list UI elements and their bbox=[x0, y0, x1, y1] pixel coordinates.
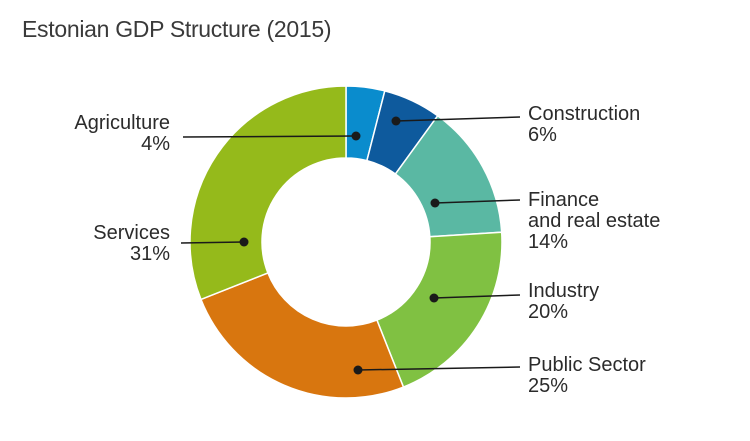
leader-dot-industry bbox=[429, 293, 439, 303]
segment-value-services: 31% bbox=[129, 243, 170, 265]
callout-agriculture: Agriculture 4% bbox=[74, 113, 170, 155]
segment-label-services: Services bbox=[93, 222, 170, 244]
callout-services: Services 31% bbox=[93, 223, 170, 265]
leader-line-agriculture bbox=[182, 135, 357, 138]
segment-value-agriculture: 4% bbox=[141, 133, 170, 155]
leader-dot-construction bbox=[391, 116, 401, 126]
callout-public-sector: Public Sector 25% bbox=[528, 355, 646, 397]
segment-label-public-sector: Public Sector bbox=[528, 354, 646, 376]
segment-label-industry: Industry bbox=[528, 280, 600, 302]
segment-label-finance: Finance and real estate bbox=[528, 189, 661, 232]
donut-segment-public-sector bbox=[199, 271, 405, 399]
leader-line-public-sector bbox=[357, 366, 521, 371]
donut-segment-industry bbox=[375, 231, 503, 389]
leader-dot-public-sector bbox=[353, 365, 363, 375]
segment-value-public-sector: 25% bbox=[528, 375, 569, 397]
leader-dot-services bbox=[239, 237, 249, 247]
segment-value-construction: 6% bbox=[528, 124, 557, 146]
leader-dot-agriculture bbox=[351, 131, 361, 141]
callout-construction: Construction 6% bbox=[528, 104, 640, 146]
callout-finance: Finance and real estate 14% bbox=[528, 190, 660, 253]
segment-label-construction: Construction bbox=[528, 103, 641, 125]
leader-dot-finance-and-real-estate bbox=[430, 198, 440, 208]
leader-line-construction bbox=[395, 116, 521, 122]
chart-title: Estonian GDP Structure (2015) bbox=[22, 16, 332, 42]
leader-line-finance-and-real-estate bbox=[434, 199, 521, 204]
segment-label-agriculture: Agriculture bbox=[74, 112, 170, 134]
segment-value-finance: 14% bbox=[528, 231, 569, 253]
donut-segment-services bbox=[189, 85, 347, 301]
leader-line-services bbox=[180, 241, 245, 244]
callout-industry: Industry 20% bbox=[528, 281, 599, 323]
segment-value-industry: 20% bbox=[528, 301, 569, 323]
leader-line-industry bbox=[433, 294, 521, 299]
